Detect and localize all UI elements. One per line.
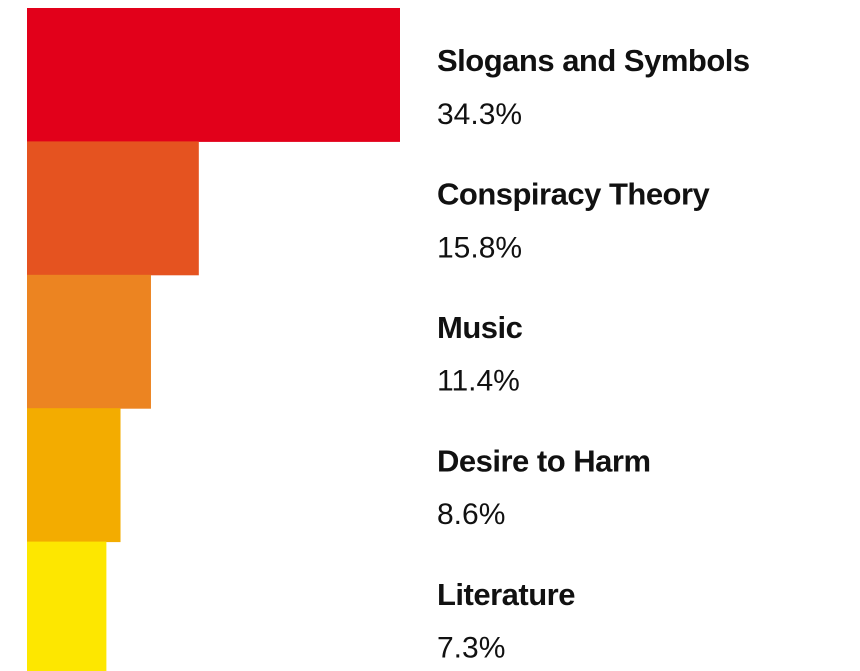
value-label: 8.6% (437, 498, 505, 531)
category-label: Music (437, 310, 523, 345)
value-label: 11.4% (437, 365, 520, 398)
bar (27, 274, 151, 409)
category-label: Conspiracy Theory (437, 177, 711, 212)
value-label: 15.8% (437, 231, 522, 264)
category-label: Slogans and Symbols (437, 43, 750, 78)
bar (27, 141, 199, 276)
value-label: 7.3% (437, 632, 505, 665)
category-label: Literature (437, 577, 575, 612)
bar (27, 541, 107, 671)
bar (27, 408, 121, 543)
value-label: 34.3% (437, 98, 522, 131)
category-label: Desire to Harm (437, 443, 651, 478)
bar (27, 8, 400, 142)
